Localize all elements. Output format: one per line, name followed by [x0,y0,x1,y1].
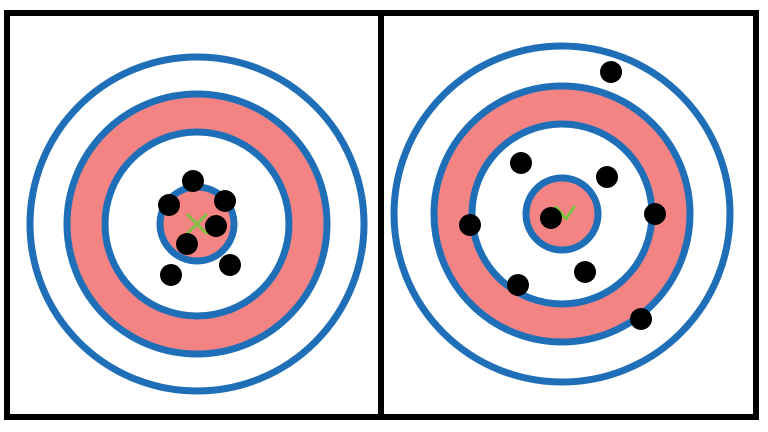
ring [522,174,602,254]
shot [158,194,180,216]
shot [160,264,182,286]
left-target [26,53,368,395]
shot [600,61,622,83]
target-mark [186,213,208,235]
shot [574,261,596,283]
shot [214,190,236,212]
ring [26,53,368,395]
shot [630,308,652,330]
shot [540,207,562,229]
shot [459,214,481,236]
shot [507,274,529,296]
shot [182,170,204,192]
shot [176,233,198,255]
shot [596,166,618,188]
ring [101,128,293,320]
shot [510,152,532,174]
ring [63,90,331,358]
right-target [390,42,734,386]
shot [644,203,666,225]
shot [205,215,227,237]
ring [430,82,694,346]
ring [390,42,734,386]
target-mark [554,205,576,221]
shot [219,254,241,276]
